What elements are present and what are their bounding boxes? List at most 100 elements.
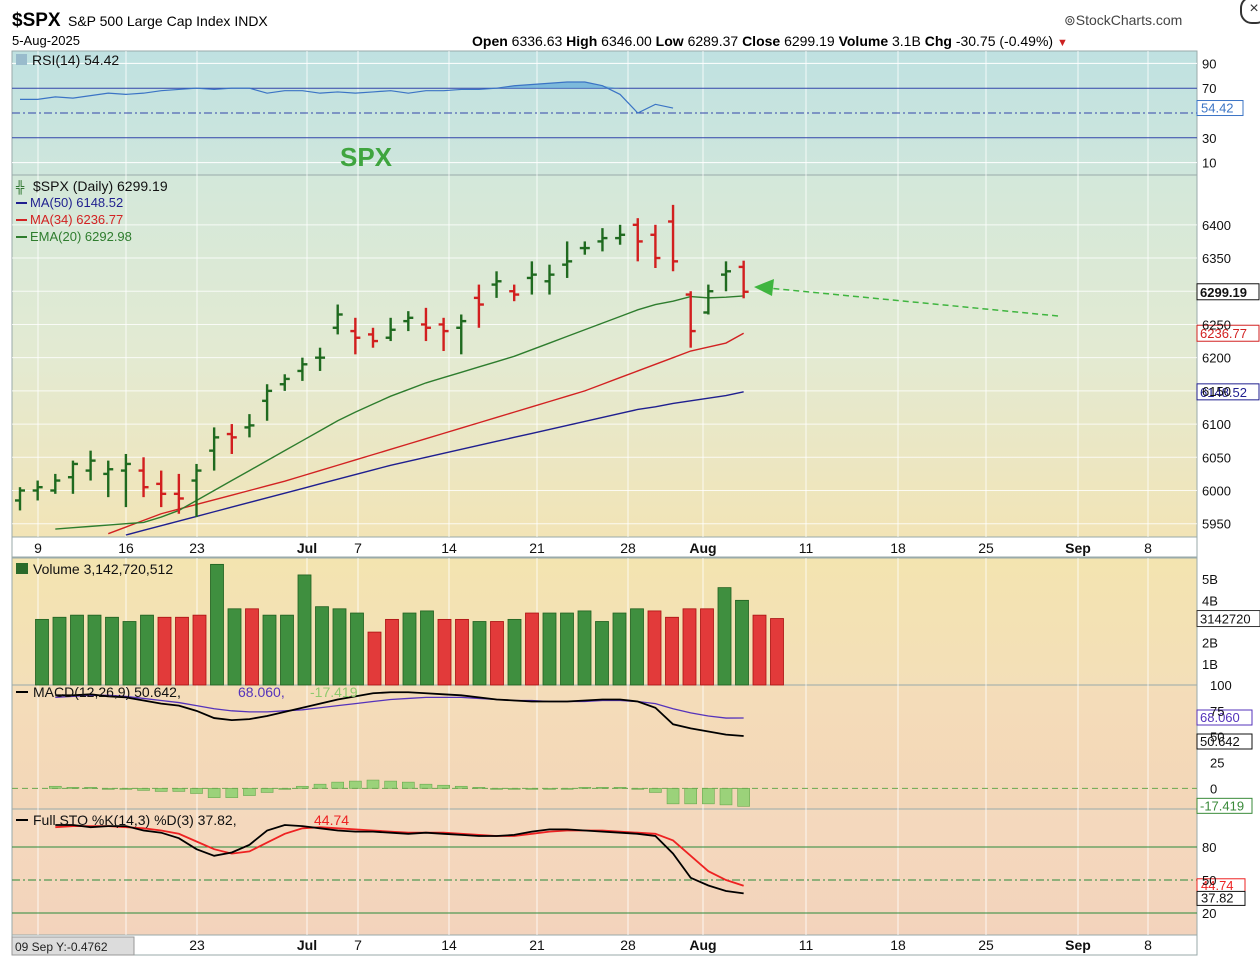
ohlc-bar xyxy=(456,314,467,355)
index-title: S&P 500 Large Cap Index xyxy=(68,13,231,29)
macd-histogram-bar xyxy=(101,788,115,790)
macd-histogram-bar xyxy=(190,788,203,794)
price-x-tick: 16 xyxy=(118,540,134,556)
down-arrow-icon: ▼ xyxy=(1056,37,1068,49)
bottom-x-tick: 21 xyxy=(529,937,545,953)
volume-bar xyxy=(665,616,679,686)
bottom-x-tick: 8 xyxy=(1144,937,1152,953)
price-x-tick: 8 xyxy=(1144,540,1152,556)
rsi-line xyxy=(20,81,674,114)
macd-histogram-bar xyxy=(666,788,680,805)
cursor-readout: 09 Sep Y:-0.4762 xyxy=(15,940,108,954)
ohlc-bar xyxy=(103,460,114,498)
ohlc-bar xyxy=(209,427,220,471)
rsi-title: RSI(14) 54.42 xyxy=(32,52,119,68)
volume-bar xyxy=(542,612,557,686)
volume-y-tick: 4B xyxy=(1202,593,1218,608)
price-y-tick: 6400 xyxy=(1202,218,1231,233)
macd-histogram-bar xyxy=(225,788,239,798)
ohlc-bar xyxy=(191,463,202,518)
volume-bar xyxy=(717,587,732,686)
price-x-tick: 21 xyxy=(529,540,545,556)
volume-bar xyxy=(735,599,749,686)
ohlc-bar xyxy=(509,284,520,302)
price-value-label: 6236.77 xyxy=(1200,326,1247,341)
price-value-label: 6148.52 xyxy=(1200,385,1247,400)
stockcharts-icon: ⊚ xyxy=(1064,12,1076,28)
annotation-arrow xyxy=(754,279,1059,317)
close-icon[interactable]: × xyxy=(1240,0,1260,24)
ohlc-bar xyxy=(526,261,537,295)
price-x-tick: Aug xyxy=(689,540,716,556)
rsi-y-tick: 90 xyxy=(1202,56,1216,71)
macd-histogram-bar xyxy=(719,788,733,806)
volume-bar xyxy=(612,612,627,686)
ticker-symbol: $SPX xyxy=(12,10,61,31)
volume-bar xyxy=(87,614,102,686)
ohlc-bar xyxy=(350,317,361,355)
rsi-y-tick: 70 xyxy=(1202,81,1216,96)
rsi-chart: 54.42 RSI(14) 54.42 xyxy=(12,52,1244,139)
moving-average-line xyxy=(125,391,744,536)
brand-logo[interactable]: ⊚StockCharts.com xyxy=(1064,12,1182,29)
macd-histogram-bar xyxy=(702,788,715,805)
ohlc-bar xyxy=(615,224,626,245)
volume-bar xyxy=(752,614,767,686)
ohlc-bar xyxy=(315,347,326,371)
ohlc-bar xyxy=(721,261,731,292)
volume-bar xyxy=(70,614,84,686)
close-label: Close xyxy=(742,33,781,49)
ohlc-bar xyxy=(632,218,643,262)
price-x-tick: 9 xyxy=(34,540,42,556)
sto-y-tick: 80 xyxy=(1202,840,1216,855)
sto-value-label: 37.82 xyxy=(1201,890,1234,905)
macd-histogram-bar xyxy=(349,780,362,789)
moving-average-line xyxy=(108,332,744,535)
macd-value-tag xyxy=(1196,733,1253,750)
volume-bar xyxy=(472,621,487,686)
ohlc-bar xyxy=(579,241,590,255)
macd-histogram-bar xyxy=(331,781,345,789)
ohlc-bar xyxy=(473,284,484,328)
bottom-x-tick: 28 xyxy=(620,937,636,953)
bottom-x-tick: 7 xyxy=(354,937,362,953)
low-value: 6289.37 xyxy=(687,33,739,49)
macd-histogram-bar xyxy=(260,788,274,793)
volume-bar xyxy=(350,612,364,686)
ohlc-bar xyxy=(403,311,414,332)
bottom-x-tick: 23 xyxy=(189,937,205,953)
rsi-legend-icon xyxy=(16,54,27,65)
price-x-tick: Sep xyxy=(1065,540,1091,556)
volume-bar xyxy=(402,612,417,686)
ohlc-bar xyxy=(279,374,290,391)
macd-panel-bg xyxy=(11,684,1198,810)
volume-bar xyxy=(35,618,49,686)
open-value: 6336.63 xyxy=(511,33,563,49)
macd-value-tag xyxy=(1196,709,1253,726)
volume-bar xyxy=(192,614,207,686)
macd-histogram-bar xyxy=(684,788,698,805)
volume-legend-icon xyxy=(16,563,28,574)
ohlc-bar xyxy=(120,453,131,508)
sto-d-label: 44.74 xyxy=(314,812,349,828)
sto-title: Full STO %K(14,3) %D(3) 37.82, xyxy=(33,812,237,828)
volume-bar xyxy=(455,618,469,686)
price-x-tick: 28 xyxy=(620,540,636,556)
macd-y-tick: 25 xyxy=(1210,756,1224,771)
price-y-tick: 6250 xyxy=(1202,317,1231,332)
ohlc-bar xyxy=(544,264,555,295)
price-chart: 6299.19 6236.77 6148.52 ╬ $SPX (Daily) 6299.… xyxy=(15,178,1260,536)
index-name: S&P 500 Large Cap Index INDX xyxy=(68,13,268,29)
cursor-readout-box xyxy=(11,936,135,956)
price-x-tick: 7 xyxy=(354,540,362,556)
ohlc-bar xyxy=(332,304,343,335)
volume-bar xyxy=(507,618,522,686)
ohlc-bar xyxy=(438,317,449,352)
exchange-code: INDX xyxy=(234,13,268,29)
price-x-tick: 23 xyxy=(189,540,205,556)
ohlc-bar xyxy=(385,317,396,342)
ohlc-bar xyxy=(685,291,696,348)
ma-legend-label: EMA(20) 6292.98 xyxy=(30,229,132,244)
low-label: Low xyxy=(655,33,684,49)
